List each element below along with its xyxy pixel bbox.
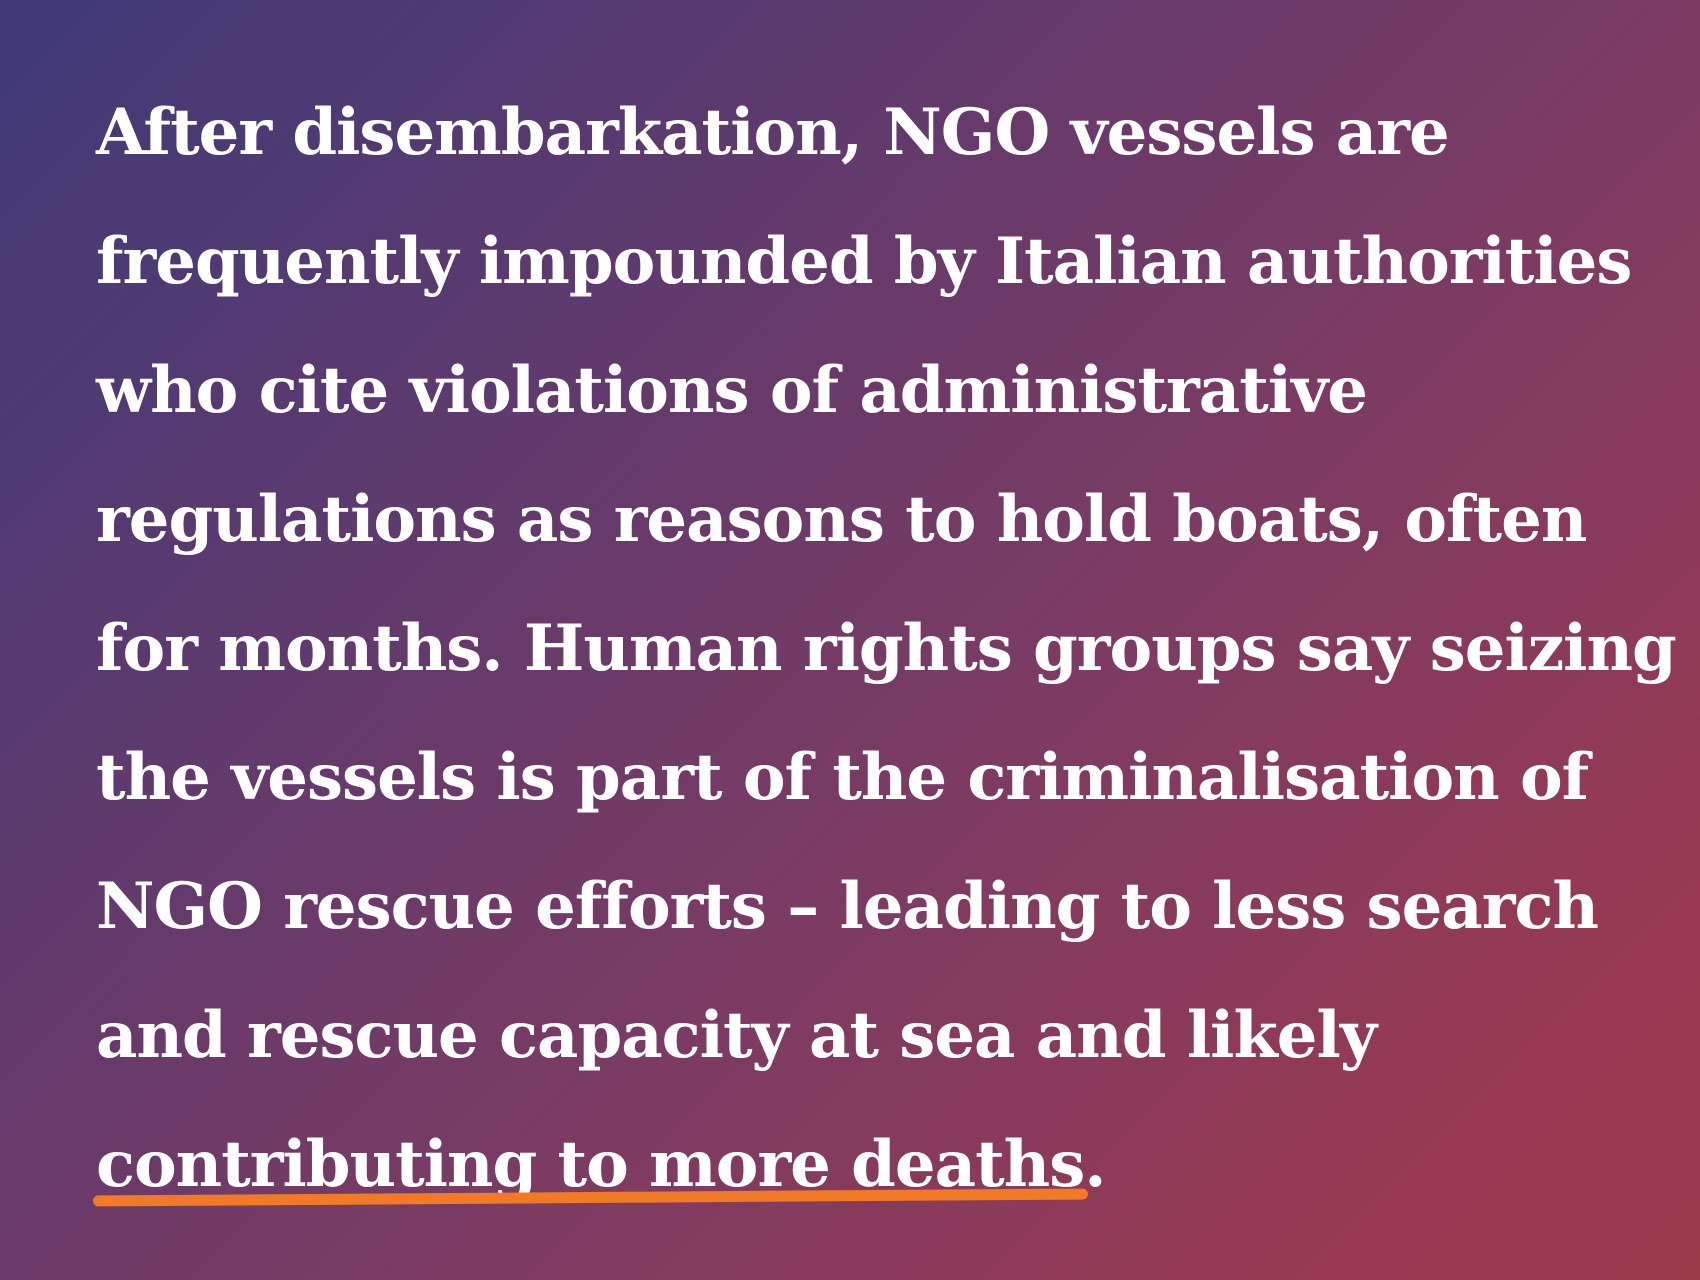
quote-line: regulations as reasons to hold boats, of… (96, 482, 1587, 557)
quote-line: the vessels is part of the criminalisati… (96, 740, 1589, 815)
quote-line: for months. Human rights groups say seiz… (96, 611, 1677, 686)
quote-line: and rescue capacity at sea and likely (96, 998, 1377, 1073)
quote-line: frequently impounded by Italian authorit… (96, 224, 1632, 299)
quote-line: who cite violations of administrative (96, 353, 1368, 428)
pull-quote: After disembarkation, NGO vessels are fr… (96, 68, 1677, 1229)
quote-line: After disembarkation, NGO vessels are (96, 95, 1450, 170)
quote-final-line: contributing to more deaths. (96, 1100, 1616, 1229)
closing-period: . (1084, 1127, 1106, 1202)
quote-line: NGO rescue efforts – leading to less sea… (96, 869, 1599, 944)
highlighted-phrase: contributing to more deaths (96, 1100, 1085, 1229)
